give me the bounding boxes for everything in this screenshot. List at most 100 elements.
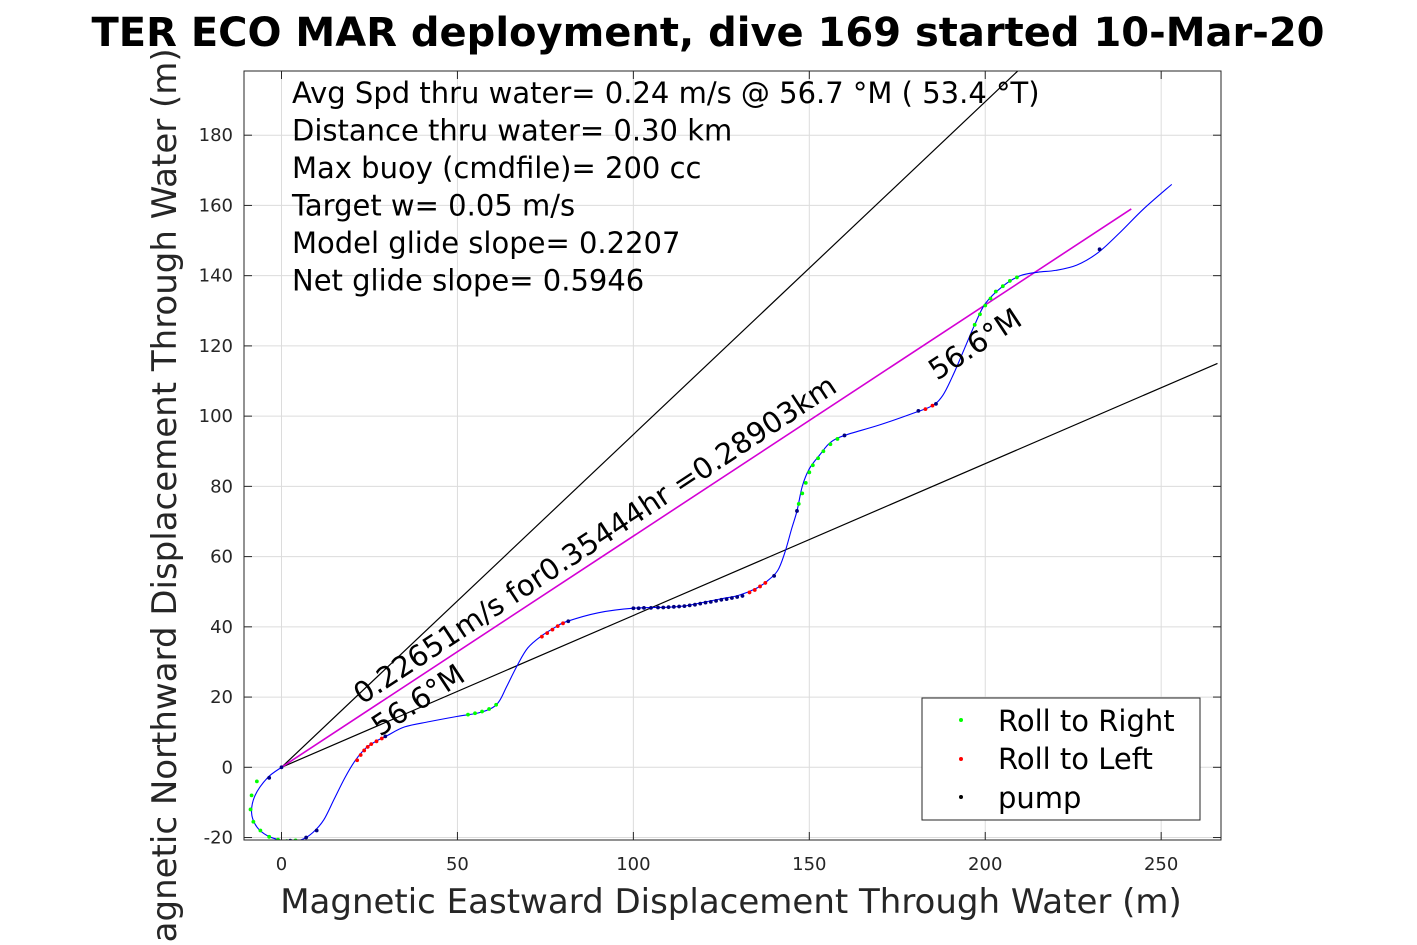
- info-line: Net glide slope= 0.5946: [292, 264, 644, 298]
- y-gridlines: [244, 134, 1221, 839]
- roll-left-point: [539, 634, 544, 639]
- roll-left-point: [365, 745, 370, 749]
- y-axis-label: Magnetic Northward Displacement Through …: [145, 48, 185, 945]
- pump-point: [698, 601, 703, 606]
- roll-left-point: [561, 621, 565, 626]
- roll-right-point: [1000, 284, 1005, 289]
- pump-point: [795, 509, 799, 513]
- roll-right-point: [267, 834, 272, 839]
- mean-heading-line: [281, 208, 1132, 768]
- y-tick-label: 20: [210, 687, 233, 708]
- roll-right-point: [254, 779, 259, 784]
- roll-right-point: [258, 828, 263, 833]
- roll-right-point: [821, 449, 826, 454]
- roll-left-point: [555, 624, 560, 629]
- y-tick-label: 60: [210, 547, 233, 568]
- y-tick-label: 160: [199, 195, 233, 216]
- roll-right-point: [983, 303, 988, 308]
- info-line: Model glide slope= 0.2207: [292, 226, 680, 260]
- roll-right-point: [249, 793, 254, 798]
- roll-left-point: [763, 581, 768, 585]
- roll-right-point: [972, 322, 977, 327]
- roll-left-point: [930, 403, 935, 408]
- pump-point: [714, 598, 718, 603]
- pump-point: [677, 604, 682, 609]
- roll-right-point: [835, 437, 840, 441]
- legend-label-roll-left: Roll to Left: [998, 742, 1153, 776]
- legend-label-pump: pump: [998, 781, 1081, 815]
- pump-point: [735, 595, 740, 599]
- heading-guide-line: [281, 362, 1218, 768]
- roll-right-point: [978, 312, 982, 317]
- info-line: Target w= 0.05 m/s: [291, 189, 575, 223]
- x-tick-label: 150: [792, 854, 826, 875]
- roll-right-point: [800, 491, 805, 496]
- pump-point: [383, 734, 388, 739]
- roll-right-point: [828, 442, 833, 447]
- roll-right-point: [988, 296, 993, 301]
- legend-marker-roll-right: [959, 718, 963, 722]
- y-axis-ticks: -20 0 20 40 60 80 100 120 140 160 180: [199, 125, 1221, 849]
- x-axis-ticks: 0 50 100 150 200 250: [276, 71, 1178, 875]
- x-tick-label: 0: [276, 854, 287, 875]
- pump-point: [279, 765, 284, 770]
- info-line: Distance thru water= 0.30 km: [292, 114, 732, 148]
- pump-point: [842, 433, 847, 438]
- pump-point: [304, 835, 309, 840]
- pump-point: [916, 408, 921, 413]
- pump-point: [1097, 247, 1102, 252]
- roll-left-point: [545, 631, 550, 636]
- y-tick-label: 0: [222, 757, 233, 778]
- pump-point: [687, 603, 692, 608]
- pump-point: [288, 838, 293, 840]
- roll-right-point: [466, 712, 470, 717]
- track-markers: [248, 247, 1102, 840]
- pump-point: [729, 596, 734, 600]
- pump-point: [682, 604, 687, 609]
- roll-right-point: [1015, 275, 1019, 280]
- roll-left-point: [923, 407, 928, 412]
- info-line: Avg Spd thru water= 0.24 m/s @ 56.7 °M (…: [292, 76, 1040, 110]
- roll-left-point: [752, 588, 757, 592]
- x-axis-label: Magnetic Eastward Displacement Through W…: [280, 882, 1182, 922]
- pump-point: [703, 600, 708, 605]
- y-tick-label: -20: [204, 828, 233, 849]
- roll-right-point: [796, 502, 801, 506]
- pump-point: [314, 828, 319, 833]
- info-line: Max buoy (cmdfile)= 200 cc: [292, 151, 701, 185]
- roll-right-point: [276, 837, 280, 840]
- heading-guide-line: [281, 71, 1019, 768]
- y-tick-label: 80: [210, 476, 233, 497]
- x-tick-label: 200: [968, 854, 1002, 875]
- roll-left-point: [369, 742, 374, 747]
- roll-right-point: [816, 456, 821, 461]
- roll-left-point: [355, 758, 360, 763]
- x-tick-label: 50: [446, 854, 469, 875]
- roll-right-point: [810, 463, 815, 468]
- pump-point: [724, 597, 729, 601]
- pump-point: [267, 775, 272, 780]
- y-tick-label: 120: [199, 336, 233, 357]
- pump-point: [740, 594, 745, 598]
- dive-statistics: Avg Spd thru water= 0.24 m/s @ 56.7 °M (…: [291, 76, 1040, 298]
- roll-right-point: [487, 707, 492, 711]
- plot-frame: [243, 70, 1222, 841]
- pump-point: [566, 619, 571, 624]
- pump-point: [666, 605, 671, 610]
- legend-box: [921, 697, 1201, 821]
- pump-point: [708, 599, 713, 604]
- pump-point: [656, 605, 660, 610]
- pump-point: [661, 605, 666, 610]
- roll-right-point: [473, 711, 477, 716]
- y-tick-label: 100: [199, 406, 233, 427]
- y-tick-label: 40: [210, 617, 233, 638]
- pump-point: [719, 597, 724, 602]
- pump-point: [772, 574, 777, 578]
- pump-point: [631, 606, 636, 611]
- roll-right-point: [251, 819, 256, 824]
- legend-label-roll-right: Roll to Right: [998, 704, 1175, 738]
- roll-right-point: [1007, 279, 1012, 283]
- chart-title: TER ECO MAR deployment, dive 169 started…: [91, 10, 1324, 56]
- legend-marker-roll-left: [959, 757, 963, 761]
